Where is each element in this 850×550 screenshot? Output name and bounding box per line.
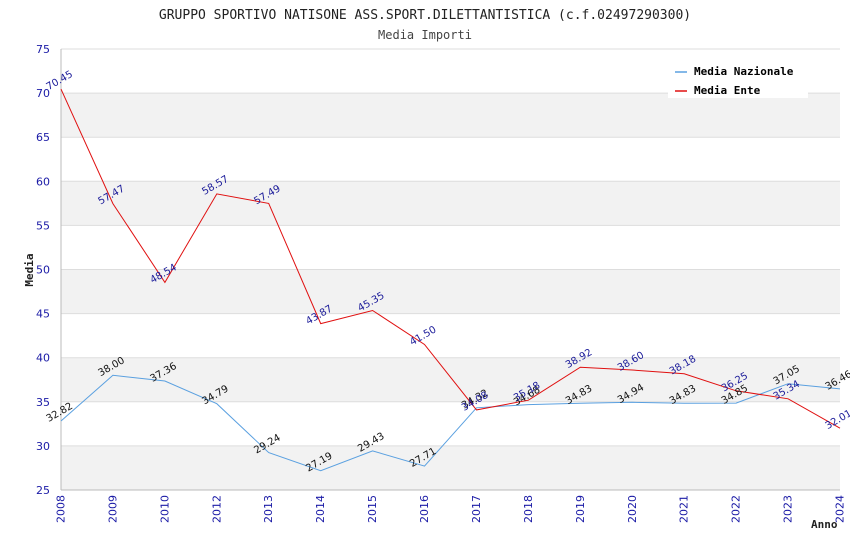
legend-label-nazionale: Media Nazionale [694, 65, 794, 78]
y-tick-label: 75 [36, 43, 50, 56]
y-tick-label: 30 [36, 440, 50, 453]
x-axis-label: Anno [811, 518, 838, 531]
grid-bands [61, 49, 840, 490]
y-tick-label: 45 [36, 308, 50, 321]
x-tick-label: 2019 [574, 495, 587, 523]
grid-band [61, 225, 840, 270]
x-tick-label: 2013 [262, 495, 275, 523]
x-tick-label: 2014 [314, 495, 327, 523]
grid-band [61, 137, 840, 182]
series-line-media-ente [60, 88, 841, 429]
y-tick-label: 55 [36, 219, 50, 232]
x-tick-label: 2017 [470, 495, 483, 523]
legend-label-ente: Media Ente [694, 84, 761, 97]
grid-band [61, 445, 840, 490]
x-axis-ticks: 2008 2009 2010 2012 2013 2014 2015 2016 2017 2018… [55, 495, 847, 523]
x-tick-label: 2023 [782, 495, 795, 523]
y-tick-label: 65 [36, 131, 50, 144]
grid-band [61, 93, 840, 138]
legend-box [668, 60, 808, 98]
chart-subtitle: Media Importi [378, 28, 472, 42]
axes [60, 49, 840, 491]
x-tick-label: 2008 [55, 495, 68, 523]
grid-band [61, 181, 840, 226]
y-tick-label: 25 [36, 484, 50, 497]
x-tick-label: 2021 [678, 495, 691, 523]
legend: Media Nazionale Media Ente [668, 60, 808, 98]
x-tick-label: 2020 [626, 495, 639, 523]
series-layer [60, 88, 841, 472]
x-tick-label: 2012 [210, 495, 223, 523]
x-tick-label: 2016 [418, 495, 431, 523]
grid-band [61, 269, 840, 314]
grid-band [61, 357, 840, 402]
x-tick-label: 2024 [834, 495, 847, 523]
y-tick-label: 60 [36, 175, 50, 188]
y-tick-label: 50 [36, 264, 50, 277]
x-tick-label: 2018 [522, 495, 535, 523]
y-tick-label: 40 [36, 352, 50, 365]
x-tick-label: 2022 [730, 495, 743, 523]
chart-title: GRUPPO SPORTIVO NATISONE ASS.SPORT.DILET… [159, 8, 691, 23]
y-axis-ticks: 25 30 35 40 45 50 55 60 65 70 75 [36, 43, 50, 497]
grid-band [61, 401, 840, 446]
series-line-media-nazionale [60, 374, 841, 472]
x-tick-label: 2010 [158, 495, 171, 523]
y-tick-label: 70 [36, 87, 50, 100]
x-tick-label: 2015 [366, 495, 379, 523]
grid-band [61, 313, 840, 358]
x-tick-label: 2009 [106, 495, 119, 523]
y-tick-label: 35 [36, 396, 50, 409]
y-axis-label: Media [23, 253, 36, 286]
